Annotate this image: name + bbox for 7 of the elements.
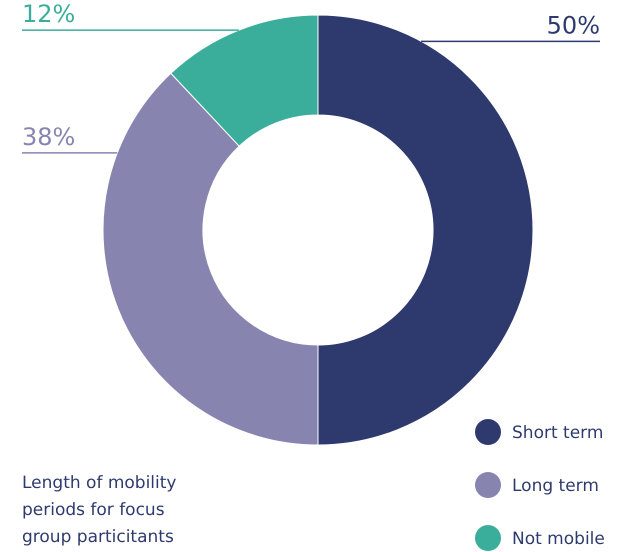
legend-label: Long term	[512, 476, 599, 496]
data-label: 50%	[546, 11, 600, 40]
legend-label: Not mobile	[512, 529, 605, 549]
legend-label: Short term	[512, 423, 604, 443]
data-label: 38%	[22, 122, 76, 151]
text: Length of mobility periods for focus group particitants	[22, 473, 176, 547]
data-label: 12%	[22, 0, 76, 28]
